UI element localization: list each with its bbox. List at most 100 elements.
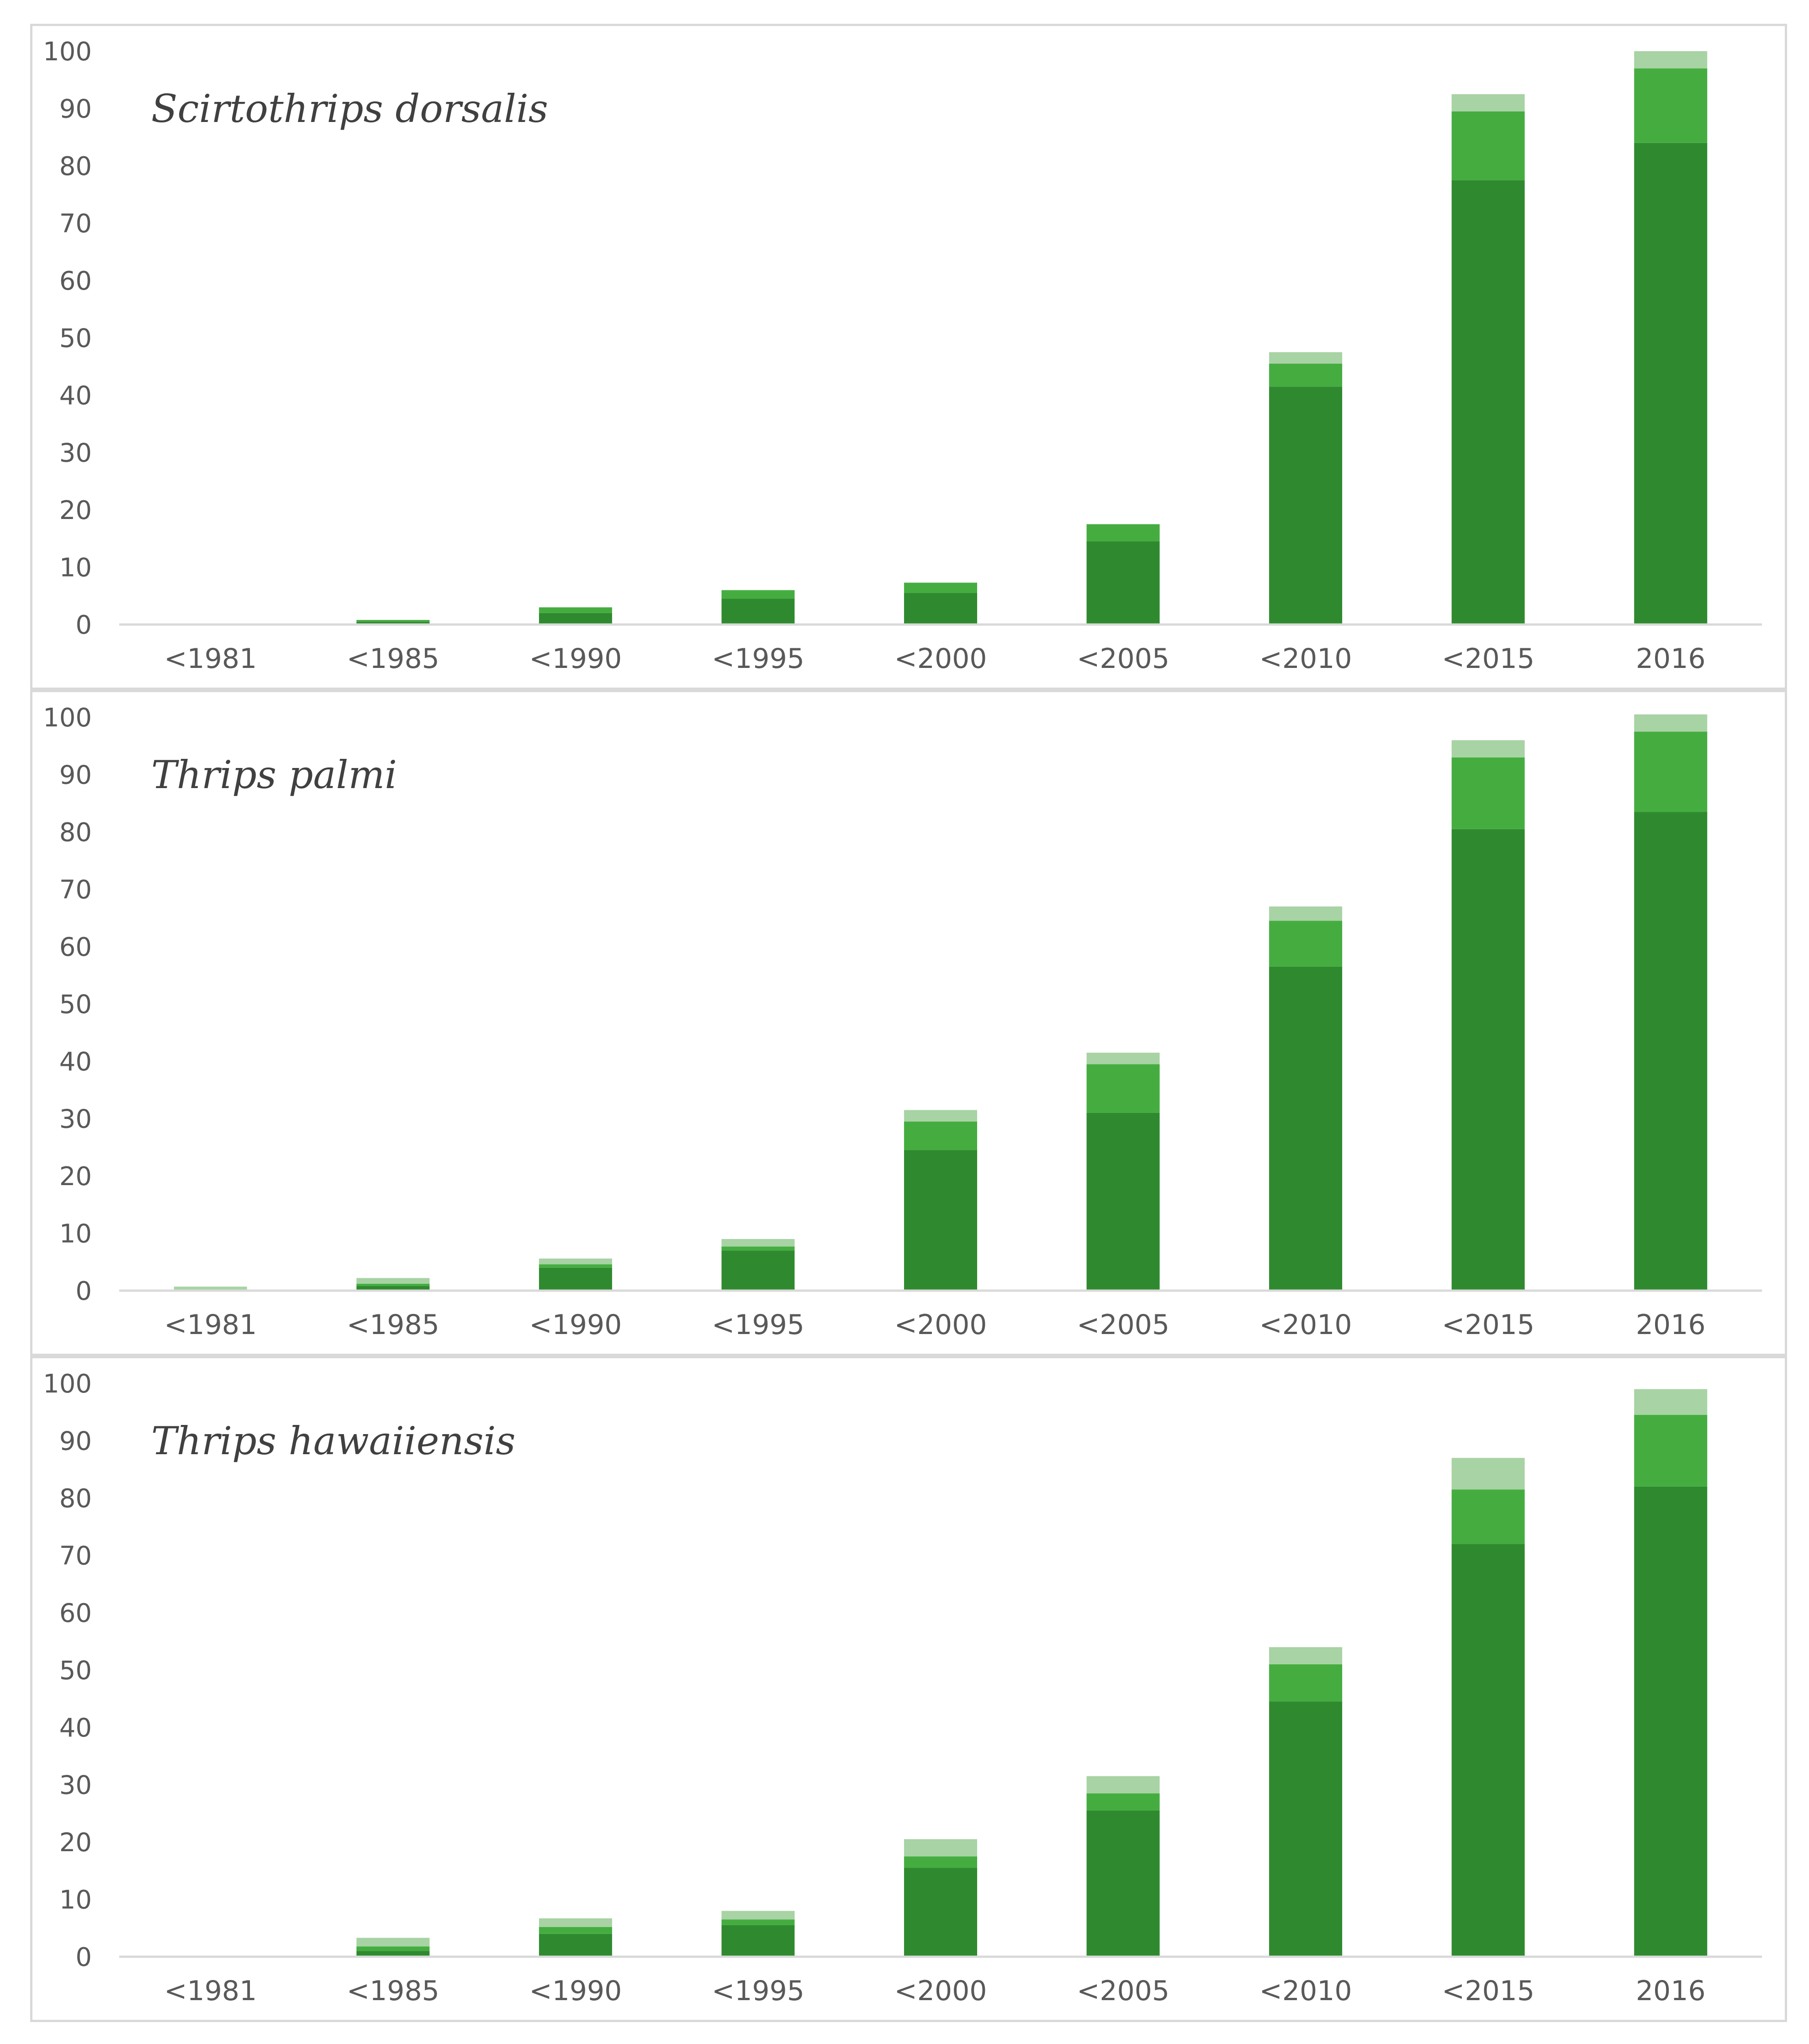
x-tick-label: <1981	[164, 1975, 257, 2007]
x-tick-label: <1995	[712, 1309, 804, 1341]
x-tick-label: 2016	[1636, 1309, 1706, 1341]
y-tick-label: 70	[59, 1541, 92, 1571]
y-tick-label: 100	[43, 703, 92, 733]
bar-segment-mid-2005	[1086, 524, 1160, 542]
bar-segment-dark-2005	[1086, 1112, 1160, 1291]
y-tick-label: 10	[59, 553, 92, 583]
bar-segment-dark-2015	[1451, 829, 1525, 1291]
x-tick-label: <2005	[1077, 1309, 1169, 1341]
y-tick-label: 60	[59, 932, 92, 962]
bar-segment-mid-2016	[1634, 731, 1708, 812]
bar-segment-dark-2005	[1086, 1810, 1160, 1957]
bar-segment-mid-1990	[539, 1927, 612, 1934]
y-tick-label: 50	[59, 990, 92, 1020]
bar-segment-dark-1990	[539, 1933, 612, 1957]
y-tick-label: 0	[75, 1276, 92, 1306]
bar-segment-dark-1985	[356, 1286, 430, 1291]
bar-segment-dark-2015	[1451, 1544, 1525, 1957]
y-tick-label: 60	[59, 266, 92, 296]
x-tick-label: <2010	[1259, 643, 1352, 675]
x-tick-label: <1995	[712, 1975, 804, 2007]
bar-segment-dark-1985	[356, 1951, 430, 1957]
x-tick-label: <2005	[1077, 643, 1169, 675]
bar-segment-mid-1995	[721, 1246, 795, 1251]
bar-segment-mid-1990	[539, 607, 612, 613]
y-tick-label: 40	[59, 1047, 92, 1077]
y-tick-label: 90	[59, 95, 92, 124]
bar-segment-light-2015	[1451, 1458, 1525, 1490]
y-tick-label: 30	[59, 439, 92, 468]
bar-segment-light-2015	[1451, 740, 1525, 757]
bar-segment-mid-1985	[356, 620, 430, 622]
bar-segment-light-1985	[356, 1278, 430, 1284]
bar-segment-light-2016	[1634, 714, 1708, 732]
bar-segment-mid-2015	[1451, 757, 1525, 829]
x-tick-label: <1990	[529, 643, 622, 675]
bar-segment-mid-2005	[1086, 1064, 1160, 1113]
x-tick-label: <2015	[1442, 643, 1534, 675]
y-tick-label: 80	[59, 818, 92, 847]
x-tick-label: <2000	[894, 1309, 987, 1341]
bar-segment-mid-2005	[1086, 1793, 1160, 1811]
x-tick-label: <1995	[712, 643, 804, 675]
y-tick-label: 50	[59, 1656, 92, 1686]
chart-title: Scirtothrips dorsalis	[151, 86, 548, 131]
y-tick-label: 50	[59, 324, 92, 354]
bar-segment-mid-2010	[1269, 363, 1343, 387]
y-tick-label: 20	[59, 1162, 92, 1191]
chart-title: Thrips hawaiiensis	[151, 1419, 516, 1463]
x-tick-label: <2015	[1442, 1309, 1534, 1341]
bar-segment-dark-2005	[1086, 541, 1160, 625]
chart-title: Thrips palmi	[151, 752, 397, 797]
y-tick-label: 30	[59, 1771, 92, 1800]
y-tick-label: 100	[43, 37, 92, 67]
bar-segment-mid-1995	[721, 1919, 795, 1925]
y-tick-label: 0	[75, 1943, 92, 1972]
bar-segment-dark-2016	[1634, 812, 1708, 1291]
x-tick-label: 2016	[1636, 643, 1706, 675]
x-tick-label: <1981	[164, 643, 257, 675]
y-tick-label: 100	[43, 1369, 92, 1399]
bar-segment-light-1990	[539, 1918, 612, 1927]
bar-segment-mid-2000	[904, 1856, 977, 1868]
y-tick-label: 40	[59, 1713, 92, 1743]
bar-segment-light-2005	[1086, 1053, 1160, 1064]
bar-segment-dark-1995	[721, 1925, 795, 1957]
y-tick-label: 90	[59, 1427, 92, 1456]
bar-segment-mid-1985	[356, 1946, 430, 1951]
bar-segment-light-2016	[1634, 1389, 1708, 1415]
chart-scirtothrips-dorsalis: Scirtothrips dorsalis 0 10 20 30 40 50 60 70 80 90…	[43, 37, 1762, 675]
y-tick-label: 60	[59, 1599, 92, 1628]
bar-segment-dark-2016	[1634, 143, 1708, 625]
x-tick-label: <1985	[347, 1309, 439, 1341]
x-tick-label: <2015	[1442, 1975, 1534, 2007]
x-tick-label: <1990	[529, 1975, 622, 2007]
x-tick-label: <2005	[1077, 1975, 1169, 2007]
bar-segment-light-2000	[904, 1110, 977, 1122]
bar-segment-mid-2010	[1269, 921, 1343, 967]
chart-thrips-hawaiiensis: Thrips hawaiiensis 0 10 20 30 40 50 60 70 80 90 100…	[43, 1369, 1762, 2007]
y-tick-label: 80	[59, 1484, 92, 1514]
bar-segment-dark-1995	[721, 1250, 795, 1291]
chart-panel-scirtothrips-dorsalis: Scirtothrips dorsalis 0 10 20 30 40 50 60 70 80 90…	[30, 24, 1787, 690]
bar-segment-light-1995	[721, 1239, 795, 1247]
bar-segment-light-2016	[1634, 51, 1708, 69]
y-tick-label: 70	[59, 875, 92, 905]
chart-panel-thrips-hawaiiensis: Thrips hawaiiensis 0 10 20 30 40 50 60 70 80 90 100…	[30, 1356, 1787, 2022]
y-tick-label: 30	[59, 1105, 92, 1134]
bar-segment-light-2010	[1269, 906, 1343, 921]
y-tick-label: 40	[59, 381, 92, 411]
bar-segment-light-2000	[904, 1839, 977, 1857]
bar-segment-light-1990	[539, 1258, 612, 1265]
bar-segment-mid-2015	[1451, 1489, 1525, 1544]
x-tick-label: <2010	[1259, 1309, 1352, 1341]
bar-segment-dark-2000	[904, 1150, 977, 1291]
bar-segment-light-1985	[356, 1938, 430, 1947]
bar-segment-light-1995	[721, 1911, 795, 1920]
x-tick-label: <1985	[347, 643, 439, 675]
bar-segment-dark-1985	[356, 621, 430, 625]
x-tick-label: <2000	[894, 643, 987, 675]
bar-segment-dark-1990	[539, 613, 612, 625]
bar-segment-dark-2010	[1269, 1701, 1343, 1957]
bar-segment-dark-2010	[1269, 387, 1343, 625]
